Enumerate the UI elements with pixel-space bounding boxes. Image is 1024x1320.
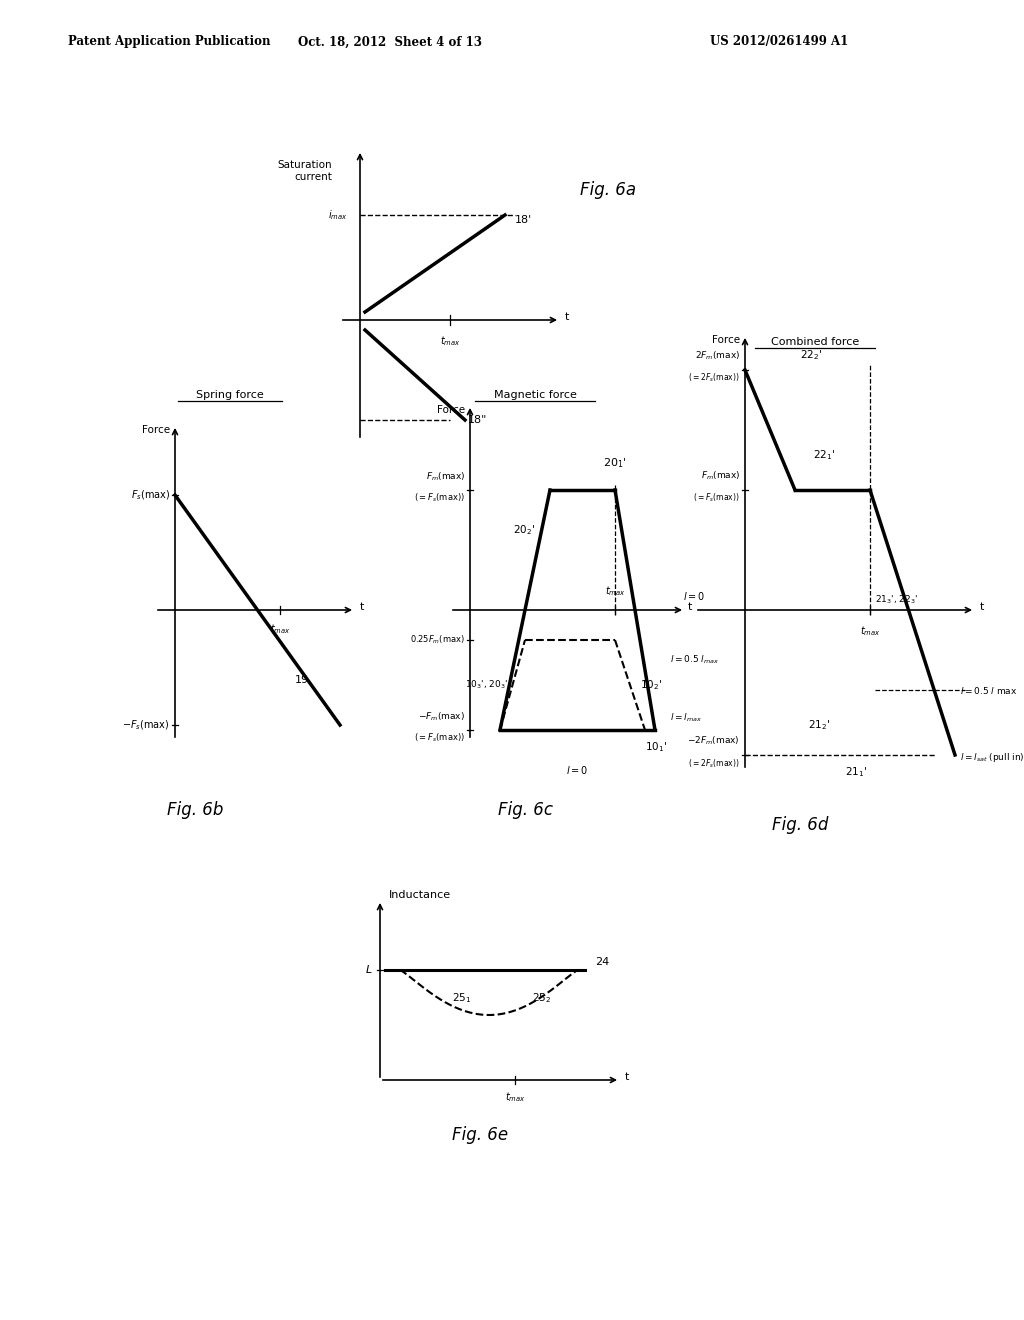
- Text: 18": 18": [468, 414, 487, 425]
- Text: $F_m$(max): $F_m$(max): [700, 470, 740, 482]
- Text: $(= F_s$(max)$)$: $(= F_s$(max)$)$: [414, 733, 465, 744]
- Text: $21_1$': $21_1$': [845, 766, 867, 779]
- Text: $l = l_{sat}$ (pull in): $l = l_{sat}$ (pull in): [961, 751, 1024, 764]
- Text: $F_m$(max): $F_m$(max): [426, 470, 465, 483]
- Text: Force: Force: [712, 335, 740, 345]
- Text: $l = l_{max}$: $l = l_{max}$: [670, 711, 701, 725]
- Text: $t_{max}$: $t_{max}$: [860, 624, 881, 638]
- Text: $(= 2F_s$(max)$)$: $(= 2F_s$(max)$)$: [688, 756, 740, 770]
- Text: $l = 0$: $l = 0$: [566, 764, 588, 776]
- Text: Inductance: Inductance: [389, 890, 451, 900]
- Text: $(= F_s$(max)$)$: $(= F_s$(max)$)$: [693, 492, 740, 504]
- Text: $-F_s$(max): $-F_s$(max): [123, 718, 170, 731]
- Text: $10_3$', $20_3$': $10_3$', $20_3$': [465, 678, 508, 692]
- Text: $20_2$': $20_2$': [513, 523, 535, 537]
- Text: $20_1$': $20_1$': [603, 457, 627, 470]
- Text: Oct. 18, 2012  Sheet 4 of 13: Oct. 18, 2012 Sheet 4 of 13: [298, 36, 482, 49]
- Text: $l = 0.5\ l$ max: $l = 0.5\ l$ max: [961, 685, 1018, 696]
- Text: $0.25 F_m$(max): $0.25 F_m$(max): [410, 634, 465, 647]
- Text: $22_1$': $22_1$': [813, 447, 836, 462]
- Text: US 2012/0261499 A1: US 2012/0261499 A1: [710, 36, 848, 49]
- Text: Saturation: Saturation: [278, 160, 332, 170]
- Text: $21_2$': $21_2$': [808, 718, 830, 731]
- Text: $l = 0.5\ l_{max}$: $l = 0.5\ l_{max}$: [670, 653, 719, 667]
- Text: Force: Force: [437, 405, 465, 414]
- Text: 19: 19: [295, 675, 309, 685]
- Text: $10_1$': $10_1$': [645, 741, 667, 754]
- Text: t: t: [565, 312, 569, 322]
- Text: 18': 18': [515, 215, 532, 224]
- Text: $t_{max}$: $t_{max}$: [439, 334, 461, 347]
- Text: t: t: [688, 602, 692, 612]
- Text: Magnetic force: Magnetic force: [494, 389, 577, 400]
- Text: $- 2F_m$(max): $- 2F_m$(max): [687, 734, 740, 747]
- Text: Patent Application Publication: Patent Application Publication: [68, 36, 270, 49]
- Text: t: t: [360, 602, 365, 612]
- Text: $(= F_s$(max)$)$: $(= F_s$(max)$)$: [414, 492, 465, 504]
- Text: L: L: [366, 965, 372, 975]
- Text: $t_{max}$: $t_{max}$: [604, 585, 626, 598]
- Text: $- F_m$(max): $- F_m$(max): [418, 710, 465, 723]
- Text: $t_{max}$: $t_{max}$: [505, 1090, 525, 1104]
- Text: $25_2$: $25_2$: [532, 991, 552, 1005]
- Text: 24: 24: [595, 957, 609, 968]
- Text: current: current: [294, 172, 332, 182]
- Text: $t_{max}$: $t_{max}$: [269, 622, 291, 636]
- Text: $i_{max}$: $i_{max}$: [329, 209, 348, 222]
- Text: Fig. 6a: Fig. 6a: [580, 181, 636, 199]
- Text: t: t: [625, 1072, 630, 1082]
- Text: Fig. 6b: Fig. 6b: [167, 801, 223, 818]
- Text: $(= 2F_s$(max)$)$: $(= 2F_s$(max)$)$: [688, 372, 740, 384]
- Text: $F_s$(max): $F_s$(max): [131, 488, 170, 502]
- Text: Combined force: Combined force: [771, 337, 859, 347]
- Text: Fig. 6d: Fig. 6d: [772, 816, 828, 834]
- Text: Fig. 6c: Fig. 6c: [498, 801, 553, 818]
- Text: $10_2$': $10_2$': [640, 678, 663, 692]
- Text: $25_1$: $25_1$: [453, 991, 472, 1005]
- Text: $2F_m$(max): $2F_m$(max): [695, 350, 740, 362]
- Text: t: t: [980, 602, 984, 612]
- Text: $21_3$', $22_3$': $21_3$', $22_3$': [874, 594, 919, 606]
- Text: $22_2$': $22_2$': [800, 348, 822, 362]
- Text: Spring force: Spring force: [197, 389, 264, 400]
- Text: $l = 0$: $l = 0$: [683, 590, 705, 602]
- Text: Fig. 6e: Fig. 6e: [452, 1126, 508, 1144]
- Text: Force: Force: [142, 425, 170, 436]
